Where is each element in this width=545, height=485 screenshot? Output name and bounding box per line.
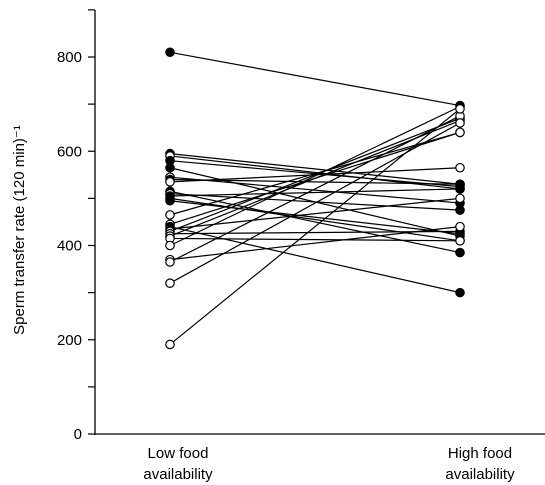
high-food-point: [455, 193, 465, 204]
pair-line: [169, 200, 461, 235]
high-food-point: [455, 205, 465, 215]
pair-line: [169, 226, 461, 261]
pair-line: [169, 115, 461, 263]
paired-markers: [165, 47, 465, 350]
low-food-point: [165, 240, 175, 251]
pair-line: [169, 193, 461, 211]
y-axis: 0 200 400 600 800: [57, 9, 96, 443]
pair-line: [169, 178, 461, 185]
pair-line: [169, 131, 461, 216]
x-category-label: High food: [448, 445, 512, 462]
y-tick-label: 800: [57, 49, 82, 66]
x-category-label: Low food: [148, 445, 209, 462]
pair-line: [169, 188, 461, 197]
high-food-point: [455, 127, 465, 138]
pair-line: [169, 197, 461, 230]
pair-line: [169, 176, 461, 204]
pair-line: [169, 237, 461, 242]
x-axis: Low food availability High food availabilit…: [95, 433, 545, 483]
low-food-point: [165, 278, 175, 288]
x-category-label: availability: [143, 466, 213, 483]
high-food-point: [455, 287, 465, 298]
pair-line: [169, 51, 461, 107]
low-food-point: [165, 195, 175, 206]
low-food-point: [165, 47, 175, 58]
paired-lines: [169, 51, 461, 345]
low-food-point: [165, 177, 175, 187]
y-tick-label: 400: [57, 238, 82, 255]
high-food-point: [455, 235, 465, 246]
low-food-point: [165, 339, 175, 350]
high-food-point: [455, 118, 465, 128]
y-tick-label: 0: [74, 426, 82, 443]
y-axis-label: Sperm transfer rate (120 min)⁻¹: [11, 125, 28, 335]
low-food-point: [165, 210, 175, 220]
high-food-point: [455, 221, 465, 232]
y-axis-ticks: 0 200 400 600 800: [57, 9, 95, 443]
high-food-point: [455, 184, 465, 194]
low-food-point: [165, 257, 175, 267]
pair-line: [169, 105, 461, 247]
x-axis-labels: Low food availability High food availabilit…: [143, 445, 515, 483]
pair-line: [169, 117, 461, 232]
high-food-point: [455, 104, 465, 114]
high-food-point: [455, 247, 465, 258]
pair-line: [169, 122, 461, 284]
pair-line: [169, 108, 461, 345]
low-food-point: [165, 162, 175, 173]
y-tick-label: 600: [57, 143, 82, 160]
y-tick-label: 200: [57, 332, 82, 349]
pair-line: [169, 197, 461, 242]
x-category-label: availability: [445, 466, 515, 483]
high-food-point: [455, 162, 465, 173]
pair-line: [169, 153, 461, 185]
